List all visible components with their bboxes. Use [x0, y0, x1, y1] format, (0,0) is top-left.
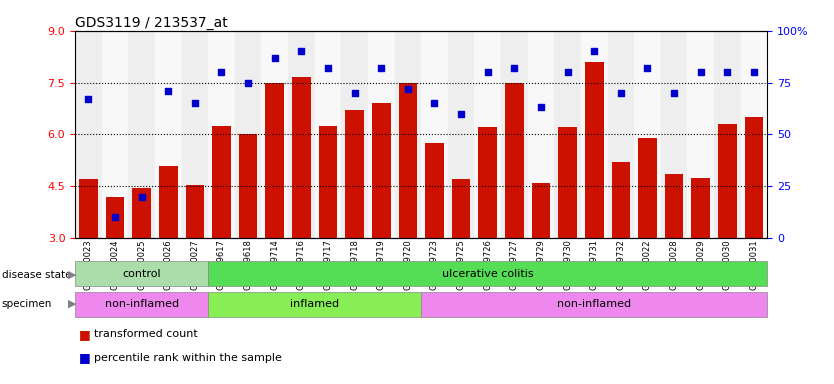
- Bar: [505, 83, 524, 238]
- Bar: [292, 78, 311, 238]
- Bar: [531, 183, 550, 238]
- Text: disease state: disease state: [2, 270, 71, 280]
- Point: [321, 65, 334, 71]
- Point: [215, 69, 229, 75]
- Point: [587, 48, 600, 55]
- Bar: [528, 31, 555, 238]
- Point: [455, 111, 468, 117]
- Point: [508, 65, 521, 71]
- Bar: [319, 126, 337, 238]
- Bar: [475, 31, 501, 238]
- Bar: [345, 110, 364, 238]
- Bar: [718, 124, 736, 238]
- Bar: [182, 31, 208, 238]
- Bar: [106, 197, 124, 238]
- Point: [747, 69, 761, 75]
- Bar: [75, 261, 208, 286]
- Point: [268, 55, 281, 61]
- Bar: [239, 134, 258, 238]
- Bar: [372, 103, 390, 238]
- Bar: [421, 31, 448, 238]
- Bar: [558, 127, 577, 238]
- Bar: [607, 31, 634, 238]
- Bar: [665, 174, 683, 238]
- Bar: [208, 261, 767, 286]
- Bar: [501, 31, 528, 238]
- Bar: [212, 126, 231, 238]
- Bar: [585, 62, 604, 238]
- Text: ▶: ▶: [68, 270, 77, 280]
- Point: [294, 48, 308, 55]
- Point: [188, 100, 202, 106]
- Bar: [235, 31, 261, 238]
- Bar: [79, 179, 98, 238]
- Point: [535, 104, 548, 111]
- Bar: [75, 292, 208, 317]
- Point: [694, 69, 707, 75]
- Bar: [185, 185, 204, 238]
- Text: ▶: ▶: [68, 299, 77, 309]
- Bar: [634, 31, 661, 238]
- Bar: [741, 31, 767, 238]
- Text: control: control: [123, 268, 161, 279]
- Bar: [448, 31, 475, 238]
- Text: transformed count: transformed count: [94, 329, 198, 339]
- Bar: [611, 162, 631, 238]
- Point: [428, 100, 441, 106]
- Bar: [687, 31, 714, 238]
- Bar: [341, 31, 368, 238]
- Text: percentile rank within the sample: percentile rank within the sample: [94, 353, 282, 363]
- Point: [348, 90, 361, 96]
- Bar: [314, 31, 341, 238]
- Bar: [714, 31, 741, 238]
- Bar: [102, 31, 128, 238]
- Point: [614, 90, 627, 96]
- Text: non-inflamed: non-inflamed: [104, 299, 178, 310]
- Text: ulcerative colitis: ulcerative colitis: [442, 268, 534, 279]
- Bar: [394, 31, 421, 238]
- Bar: [555, 31, 581, 238]
- Bar: [425, 143, 444, 238]
- Point: [374, 65, 388, 71]
- Point: [561, 69, 575, 75]
- Bar: [745, 117, 763, 238]
- Bar: [265, 83, 284, 238]
- Bar: [452, 179, 470, 238]
- Bar: [581, 31, 607, 238]
- Bar: [261, 31, 288, 238]
- Bar: [208, 292, 421, 317]
- Bar: [479, 127, 497, 238]
- Bar: [288, 31, 314, 238]
- Bar: [155, 31, 182, 238]
- Point: [401, 86, 414, 92]
- Bar: [691, 177, 710, 238]
- Point: [667, 90, 681, 96]
- Bar: [368, 31, 394, 238]
- Text: non-inflamed: non-inflamed: [557, 299, 631, 310]
- Point: [162, 88, 175, 94]
- Text: inflamed: inflamed: [290, 299, 339, 310]
- Point: [481, 69, 495, 75]
- Bar: [661, 31, 687, 238]
- Bar: [133, 188, 151, 238]
- Point: [641, 65, 654, 71]
- Point: [242, 79, 255, 86]
- Point: [721, 69, 734, 75]
- Bar: [208, 31, 235, 238]
- Text: GDS3119 / 213537_at: GDS3119 / 213537_at: [75, 16, 228, 30]
- Bar: [421, 292, 767, 317]
- Text: ■: ■: [79, 351, 91, 364]
- Point: [108, 214, 122, 220]
- Bar: [159, 166, 178, 238]
- Bar: [399, 83, 417, 238]
- Bar: [75, 31, 102, 238]
- Point: [135, 194, 148, 200]
- Bar: [638, 138, 657, 238]
- Bar: [128, 31, 155, 238]
- Point: [82, 96, 95, 102]
- Text: ■: ■: [79, 328, 91, 341]
- Text: specimen: specimen: [2, 299, 52, 309]
